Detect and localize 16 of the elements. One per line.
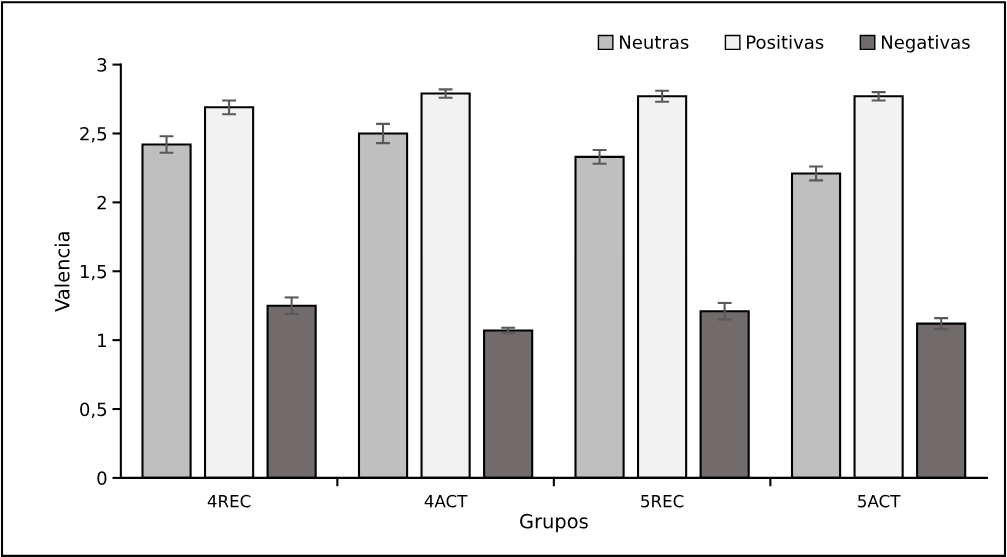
x-axis-title: Grupos [520, 513, 588, 533]
x-tick-label: 4REC [207, 494, 251, 508]
y-tick-label: 1,5 [80, 264, 107, 281]
y-tick-label: 0,5 [80, 402, 107, 418]
legend-label: Negativas [881, 35, 970, 53]
legend-label: Positivas [747, 35, 824, 49]
y-tick-label: 0 [97, 471, 107, 486]
y-tick-label: 3 [97, 58, 107, 72]
x-tick-label: 5ACT [858, 494, 901, 508]
y-tick-label: 1 [98, 333, 106, 347]
y-axis-title: Valencia [54, 232, 70, 312]
y-tick-label: 2,5 [80, 126, 107, 143]
x-tick-label: 5REC [641, 494, 684, 508]
y-tick-label: 2 [97, 195, 106, 210]
x-tick-label: 4ACT [424, 494, 468, 508]
legend-label: Neutras [620, 35, 689, 49]
